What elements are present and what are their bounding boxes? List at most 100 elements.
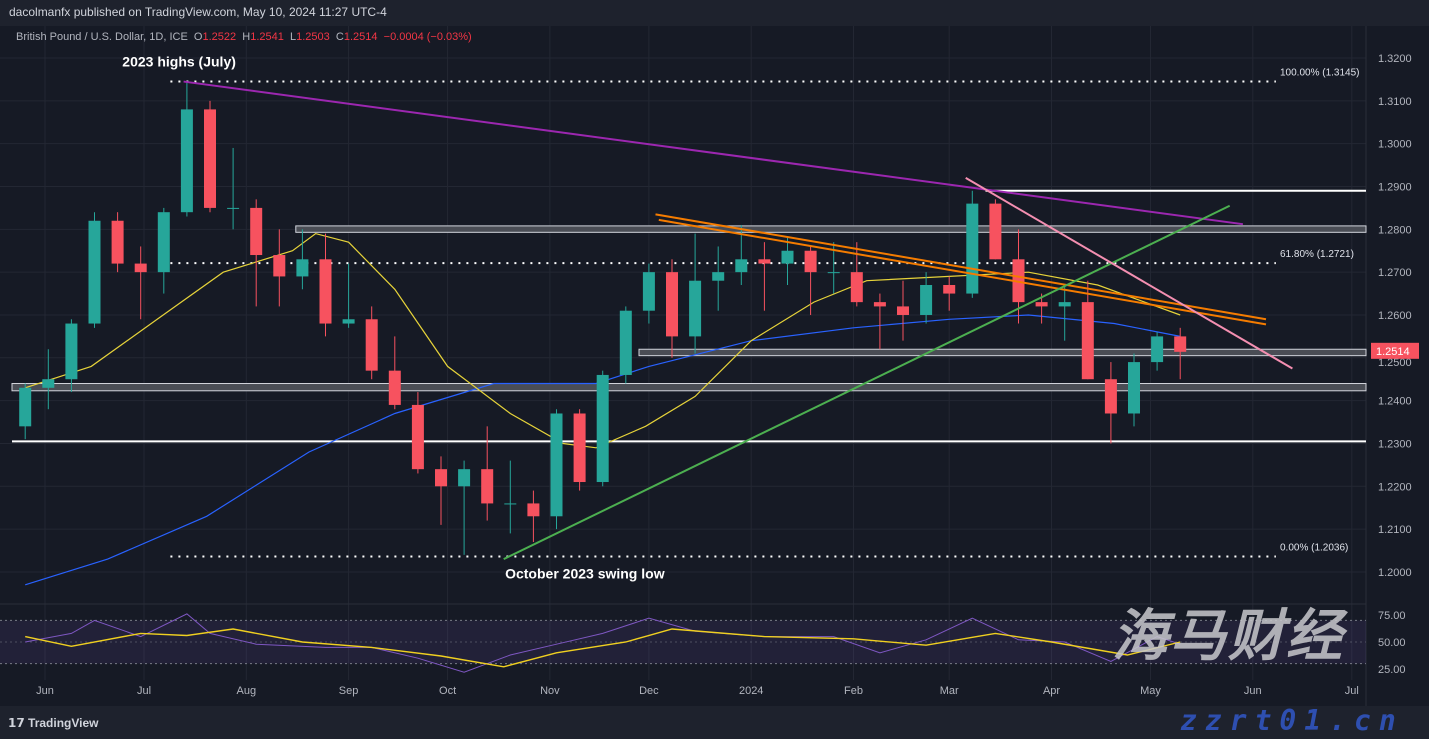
candle-body <box>111 220 124 264</box>
candle-body <box>642 272 655 311</box>
candle-body <box>88 220 101 324</box>
y-tick-label: 1.2400 <box>1378 396 1412 408</box>
support-resistance-zone <box>11 383 1367 392</box>
y-tick-label: 1.2700 <box>1378 267 1412 279</box>
candle-body <box>388 370 401 405</box>
y-tick-label: 1.3100 <box>1378 96 1412 108</box>
symbol-legend: British Pound / U.S. Dollar, 1D, ICE O 1.… <box>16 31 472 43</box>
fib-level-label: 61.80% (1.2721) <box>1280 249 1354 260</box>
high-value: 1.2541 <box>250 31 284 43</box>
candle-body <box>781 250 794 264</box>
trendline <box>503 204 1231 561</box>
candle-body <box>458 469 471 487</box>
tv-logo-text: TradingView <box>28 716 99 730</box>
candle-body <box>157 212 170 273</box>
support-resistance-zone <box>638 348 1367 357</box>
x-tick-label: Jul <box>1345 685 1359 697</box>
low-value: 1.2503 <box>296 31 330 43</box>
candle-body <box>204 109 216 208</box>
trendline <box>183 80 1244 226</box>
candle-body <box>1058 302 1071 307</box>
candle-body <box>989 203 1002 260</box>
candle-body <box>1012 259 1025 303</box>
candle-body <box>827 272 840 274</box>
high-label: H <box>242 31 251 43</box>
candle-body <box>481 469 494 504</box>
candle-body <box>1128 362 1140 414</box>
candle-body <box>712 272 725 281</box>
x-tick-label: Dec <box>639 685 659 697</box>
candle-body <box>596 374 609 483</box>
candle-body <box>411 404 424 470</box>
last-price-label: 1.2514 <box>1376 346 1410 358</box>
x-tick-label: Oct <box>439 685 456 697</box>
change-value: −0.0004 (−0.03%) <box>383 31 472 43</box>
candle-body <box>573 413 586 483</box>
candle-body <box>250 207 263 256</box>
candle-body <box>1104 379 1117 414</box>
candle-body <box>65 323 78 380</box>
x-tick-label: Nov <box>540 685 560 697</box>
candle-body <box>850 272 863 303</box>
candle-body <box>365 319 378 371</box>
candle-body <box>943 284 956 294</box>
x-tick-label: May <box>1140 685 1161 697</box>
candle-body <box>504 503 517 505</box>
x-tick-label: Feb <box>844 685 863 697</box>
last-price-tag <box>1371 342 1419 359</box>
y-tick-label: 1.2600 <box>1378 310 1412 322</box>
x-tick-label: Sep <box>339 685 359 697</box>
candle-body <box>1035 302 1048 307</box>
candle-body <box>735 259 748 273</box>
chart-area[interactable] <box>0 26 1429 706</box>
tv-logo-icon: 𝟭𝟳 <box>8 716 29 730</box>
watermark-cn: 海马财经 <box>1112 604 1344 667</box>
candle-body <box>689 280 702 337</box>
candle-body <box>42 379 55 388</box>
fib-level-label: 100.00% (1.3145) <box>1280 68 1360 79</box>
ma50-line <box>25 232 1181 449</box>
x-tick-label: Jun <box>36 685 54 697</box>
candle-body <box>227 207 240 209</box>
open-label: O <box>193 31 203 43</box>
candle-body <box>550 413 563 517</box>
symbol-name: British Pound / U.S. Dollar, 1D, ICE <box>16 31 188 43</box>
candle-body <box>19 387 32 427</box>
candle-body <box>342 319 355 324</box>
rsi-tick-label: 50.00 <box>1378 637 1406 649</box>
candle-body <box>920 284 933 315</box>
y-tick-label: 1.2800 <box>1378 224 1412 236</box>
y-tick-label: 1.2900 <box>1378 181 1412 193</box>
rsi-tick-label: 75.00 <box>1378 610 1406 622</box>
x-tick-label: Aug <box>237 685 257 697</box>
publisher-info: dacolmanfx published on TradingView.com,… <box>9 5 387 19</box>
candle-body <box>897 306 909 315</box>
y-tick-label: 1.2500 <box>1378 357 1412 369</box>
x-tick-label: Mar <box>940 685 959 697</box>
candle-body <box>527 503 540 517</box>
y-tick-label: 1.3000 <box>1378 139 1412 151</box>
y-tick-label: 1.3200 <box>1378 53 1412 65</box>
fib-level-label: 0.00% (1.2036) <box>1280 543 1348 554</box>
candle-body <box>804 250 817 273</box>
trendline <box>965 177 1293 370</box>
candle-body <box>435 469 447 487</box>
x-tick-label: 2024 <box>739 685 763 697</box>
watermark-url: zzrt01.cn <box>1180 704 1404 737</box>
candle-body <box>273 255 286 277</box>
tradingview-logo[interactable]: 𝟭𝟳 TradingView <box>8 716 99 730</box>
candle-body <box>619 310 632 375</box>
y-tick-label: 1.2200 <box>1378 481 1412 493</box>
trendline <box>658 218 1267 326</box>
candle-body <box>1151 336 1164 363</box>
candle-body <box>873 302 886 307</box>
candle-body <box>1081 302 1094 380</box>
x-tick-label: Jun <box>1244 685 1262 697</box>
candle-body <box>758 259 771 264</box>
y-tick-label: 1.2100 <box>1378 524 1412 536</box>
candle-body <box>296 259 309 277</box>
rsi-ma-line <box>25 628 1181 668</box>
candle-body <box>180 109 193 213</box>
x-tick-label: Jul <box>137 685 151 697</box>
